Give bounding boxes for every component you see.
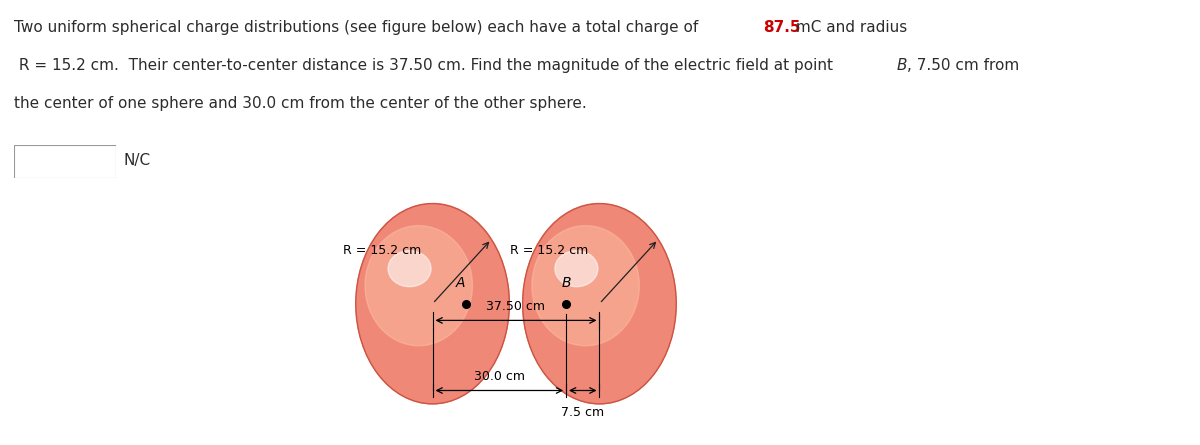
Text: 87.5: 87.5 xyxy=(763,20,800,35)
Text: the center of one sphere and 30.0 cm from the center of the other sphere.: the center of one sphere and 30.0 cm fro… xyxy=(14,96,587,111)
Ellipse shape xyxy=(532,226,640,346)
Text: 7.5 cm: 7.5 cm xyxy=(562,405,605,418)
Text: 37.50 cm: 37.50 cm xyxy=(486,300,546,313)
Ellipse shape xyxy=(554,251,598,287)
Text: R = 15.2 cm: R = 15.2 cm xyxy=(343,244,421,257)
Text: mC and radius: mC and radius xyxy=(791,20,907,35)
Text: R = 15.2 cm.  Their center-to-center distance is 37.50 cm. Find the magnitude of: R = 15.2 cm. Their center-to-center dist… xyxy=(14,58,839,73)
Text: Two uniform spherical charge distributions (see figure below) each have a total : Two uniform spherical charge distributio… xyxy=(14,20,703,35)
Text: R = 15.2 cm: R = 15.2 cm xyxy=(510,244,588,257)
Ellipse shape xyxy=(365,226,473,346)
Ellipse shape xyxy=(388,251,431,287)
Ellipse shape xyxy=(355,204,509,404)
Text: A: A xyxy=(456,275,466,290)
Text: N/C: N/C xyxy=(124,153,151,168)
Text: , 7.50 cm from: , 7.50 cm from xyxy=(907,58,1020,73)
Text: 30.0 cm: 30.0 cm xyxy=(474,370,524,383)
Text: B: B xyxy=(896,58,907,73)
Ellipse shape xyxy=(523,204,677,404)
Text: B: B xyxy=(562,275,571,290)
